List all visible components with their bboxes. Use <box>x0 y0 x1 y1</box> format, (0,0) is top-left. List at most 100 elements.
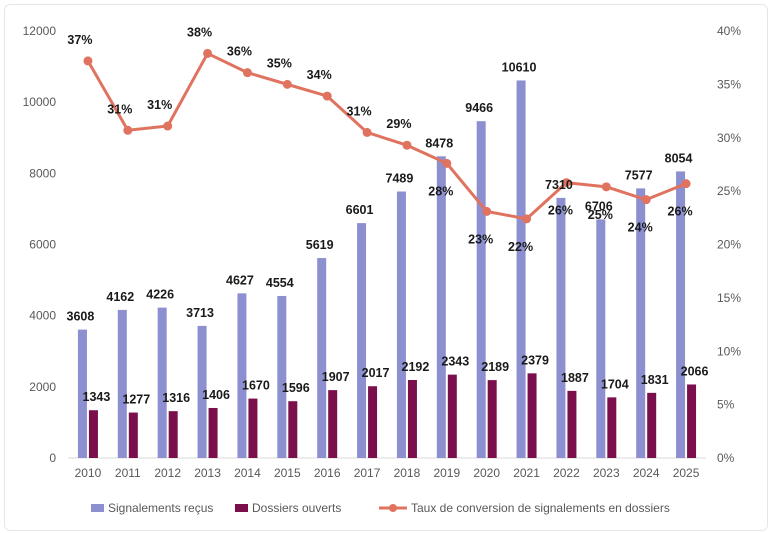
bar-signalements-recus <box>556 197 566 458</box>
bar-dossiers-ouverts <box>447 374 457 458</box>
conversion-rate-point <box>282 79 292 89</box>
x-tick-label: 2011 <box>115 466 141 480</box>
data-label-dossiers: 2192 <box>402 360 430 374</box>
x-tick-label: 2019 <box>433 466 460 480</box>
data-label-taux: 31% <box>347 104 372 118</box>
data-label-taux: 37% <box>67 33 92 47</box>
data-label-signalements: 7489 <box>386 172 414 186</box>
data-label-signalements: 4226 <box>146 288 174 302</box>
x-tick-label: 2024 <box>633 466 660 480</box>
conversion-rate-point <box>242 68 252 78</box>
data-label-taux: 24% <box>628 221 653 235</box>
data-label-taux: 38% <box>187 25 212 39</box>
data-label-dossiers: 1704 <box>601 377 629 391</box>
y-right-tick-label: 5% <box>717 398 735 412</box>
bar-signalements-recus <box>596 219 606 458</box>
bar-dossiers-ouverts <box>527 373 537 458</box>
bar-signalements-recus <box>197 325 207 458</box>
y-left-tick-label: 2000 <box>29 380 56 394</box>
bar-dossiers-ouverts <box>487 380 497 458</box>
data-label-dossiers: 2343 <box>441 355 469 369</box>
data-label-signalements: 8478 <box>425 136 453 150</box>
data-label-taux: 26% <box>548 204 573 218</box>
y-right-tick-label: 15% <box>717 291 741 305</box>
bar-signalements-recus <box>277 295 287 458</box>
bar-signalements-recus <box>157 307 167 458</box>
bar-dossiers-ouverts <box>328 390 338 458</box>
bar-signalements-recus <box>317 258 327 458</box>
y-right-tick-label: 10% <box>717 344 741 358</box>
legend-swatch-signalements <box>91 504 104 512</box>
conversion-rate-point <box>362 127 372 137</box>
conversion-rate-point <box>442 158 452 168</box>
bar-signalements-recus <box>636 188 646 459</box>
left-axis-ticks: 0 2000 4000 6000 8000 10000 12000 <box>23 24 57 465</box>
legend: Signalements reçus Dossiers ouverts Taux d… <box>91 501 670 515</box>
data-label-dossiers: 2189 <box>481 360 509 374</box>
y-left-tick-label: 0 <box>49 451 56 465</box>
legend-swatch-taux-point <box>389 504 397 512</box>
data-label-dossiers: 1887 <box>561 371 589 385</box>
conversion-rate-point <box>402 140 412 150</box>
bar-dossiers-ouverts <box>368 386 378 458</box>
bar-signalements-recus <box>117 309 127 458</box>
legend-label-dossiers: Dossiers ouverts <box>252 501 341 515</box>
x-tick-label: 2015 <box>274 466 301 480</box>
bar-dossiers-ouverts <box>687 384 697 458</box>
y-left-tick-label: 10000 <box>23 95 57 109</box>
conversion-rate-point <box>322 91 332 101</box>
data-label-dossiers: 2066 <box>681 364 709 378</box>
data-label-signalements: 6706 <box>585 199 613 213</box>
bar-dossiers-ouverts <box>607 397 617 458</box>
x-tick-label: 2010 <box>75 466 102 480</box>
bar-signalements-recus <box>77 329 87 458</box>
data-label-taux: 36% <box>227 45 252 59</box>
data-label-taux: 29% <box>386 117 411 131</box>
x-tick-label: 2023 <box>593 466 620 480</box>
y-right-tick-label: 0% <box>717 451 735 465</box>
data-label-dossiers: 1907 <box>322 370 350 384</box>
data-labels: 3608 1343 4162 1277 4226 1316 3713 1406 4627 1670… <box>67 25 709 406</box>
data-label-taux: 34% <box>307 68 332 82</box>
data-label-taux: 25% <box>588 208 613 222</box>
x-tick-label: 2016 <box>314 466 341 480</box>
bars <box>77 80 697 459</box>
data-label-signalements: 4162 <box>106 290 134 304</box>
bar-signalements-recus <box>237 293 247 458</box>
data-label-signalements: 10610 <box>502 60 537 74</box>
y-left-tick-label: 4000 <box>29 309 56 323</box>
conversion-rate-point <box>681 179 691 189</box>
x-tick-label: 2013 <box>194 466 221 480</box>
conversion-rate-point <box>163 121 173 131</box>
data-label-dossiers: 2379 <box>521 353 549 367</box>
bar-dossiers-ouverts <box>128 412 138 458</box>
conversion-rate-point <box>203 48 213 58</box>
conversion-rate-point <box>522 214 532 224</box>
x-tick-label: 2018 <box>394 466 421 480</box>
x-tick-label: 2012 <box>154 466 181 480</box>
bar-signalements-recus <box>396 191 406 458</box>
data-label-taux: 35% <box>267 56 292 70</box>
conversion-rate-point <box>641 195 651 205</box>
data-label-dossiers: 1831 <box>641 373 669 387</box>
x-tick-label: 2021 <box>513 466 540 480</box>
legend-swatch-dossiers <box>235 504 248 512</box>
y-left-tick-label: 6000 <box>29 238 56 252</box>
data-label-signalements: 5619 <box>306 238 334 252</box>
bar-signalements-recus <box>516 80 526 459</box>
y-left-tick-label: 12000 <box>23 24 57 38</box>
bar-dossiers-ouverts <box>567 390 577 458</box>
legend-label-taux: Taux de conversion de signalements en do… <box>411 501 670 515</box>
bar-dossiers-ouverts <box>88 410 98 458</box>
right-axis-ticks: 0% 5% 10% 15% 20% 25% 30% 35% 40% <box>717 24 741 465</box>
data-label-dossiers: 1343 <box>83 390 111 404</box>
x-tick-label: 2020 <box>473 466 500 480</box>
bar-dossiers-ouverts <box>288 401 298 458</box>
data-label-signalements: 4554 <box>266 276 294 290</box>
data-label-signalements: 3713 <box>186 306 214 320</box>
x-axis-ticks: 2010 2011 2012 2013 2014 2015 2016 2017 2018 2019… <box>75 466 700 480</box>
y-right-tick-label: 25% <box>717 184 741 198</box>
data-label-signalements: 7310 <box>545 178 573 192</box>
data-label-taux: 23% <box>468 232 493 246</box>
